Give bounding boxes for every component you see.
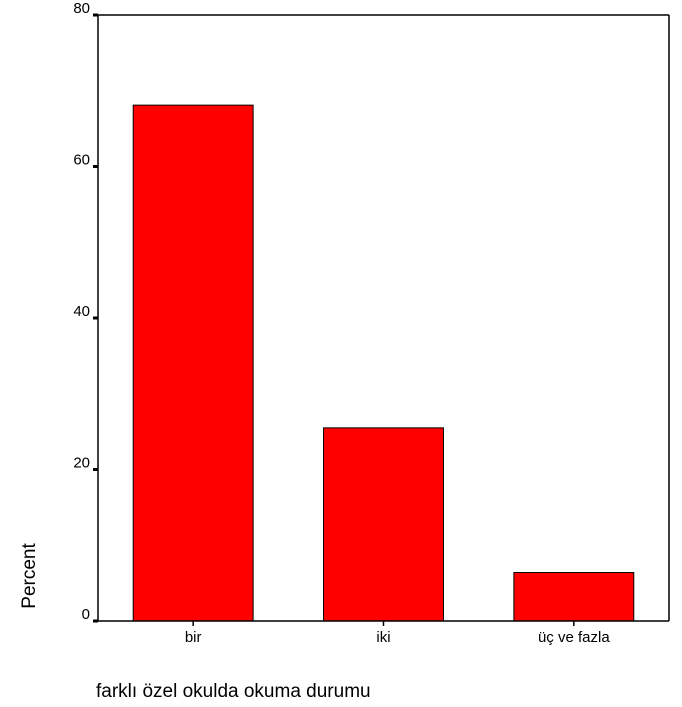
y-axis-title: Percent <box>19 543 40 609</box>
x-category-label: üç ve fazla <box>538 629 610 646</box>
y-axis-ticks: 0 20 40 60 80 <box>73 0 98 623</box>
x-category-label: iki <box>376 629 390 646</box>
bar-1 <box>323 427 444 622</box>
x-axis-category-labels: bir iki üç ve fazla <box>185 621 610 646</box>
bar-2 <box>513 572 635 622</box>
x-category-label: bir <box>185 629 202 646</box>
y-tick-label: 60 <box>73 152 90 169</box>
bar-0 <box>132 104 254 622</box>
bars-group <box>132 104 635 622</box>
x-axis-title: farklı özel okulda okuma durumu <box>96 681 371 702</box>
y-tick-label: 80 <box>73 0 90 17</box>
y-tick-label: 40 <box>73 303 90 320</box>
y-tick-label: 0 <box>82 606 90 623</box>
y-tick-label: 20 <box>73 455 90 472</box>
